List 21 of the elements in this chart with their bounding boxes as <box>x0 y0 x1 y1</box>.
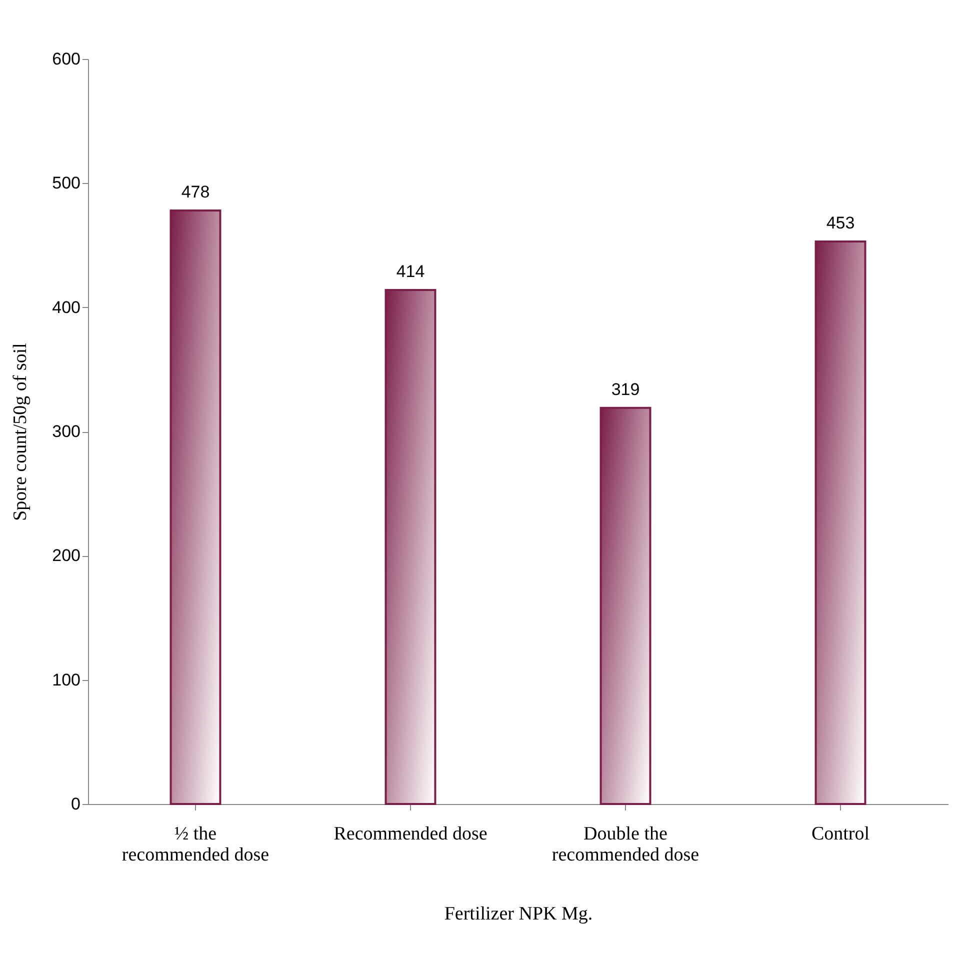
y-tick-label: 0 <box>71 794 80 814</box>
x-tick-label: Recommended dose <box>334 824 488 844</box>
y-tick-label: 400 <box>52 298 80 317</box>
data-label: 414 <box>396 262 425 281</box>
y-tick-label: 100 <box>52 670 80 690</box>
bar <box>384 288 436 805</box>
y-tick-label: 300 <box>52 422 80 441</box>
bar <box>600 406 652 805</box>
bar <box>170 209 222 805</box>
y-axis-title: Spore count/50g of soil <box>10 343 32 521</box>
data-label: 453 <box>826 214 855 233</box>
x-tick-label: Double the recommended dose <box>552 824 700 866</box>
x-axis-title: Fertilizer NPK Mg. <box>444 904 593 924</box>
y-tick-label: 600 <box>52 50 80 68</box>
data-label: 319 <box>611 380 640 399</box>
bar <box>814 240 866 805</box>
data-label: 478 <box>181 182 210 202</box>
y-tick-label: 200 <box>52 546 80 566</box>
y-tick-label: 500 <box>52 174 80 193</box>
x-tick-label: ½ the recommended dose <box>122 824 270 866</box>
x-tick-label: Control <box>811 824 870 844</box>
